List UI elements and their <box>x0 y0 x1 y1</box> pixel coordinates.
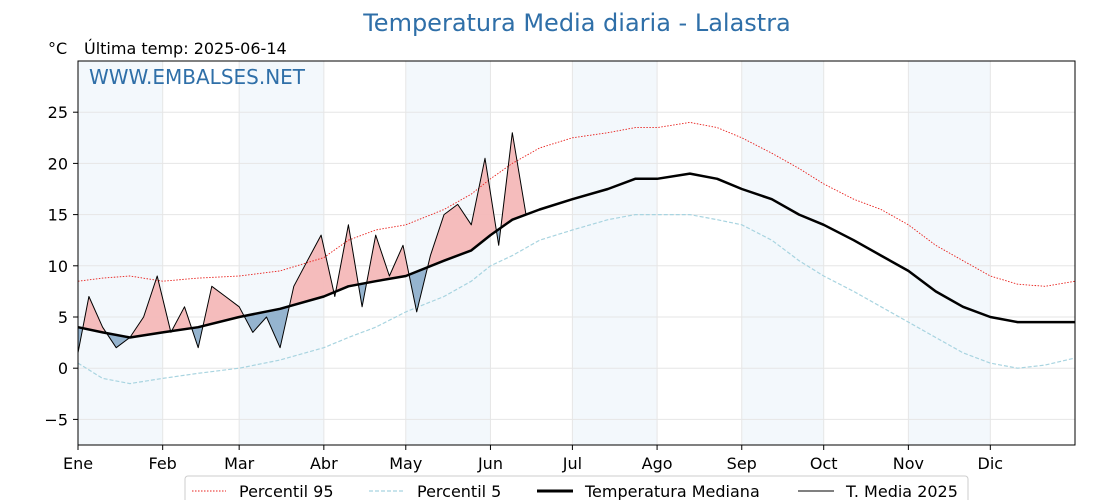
x-tick-label: Mar <box>224 454 255 473</box>
chart-title: Temperatura Media diaria - Lalastra <box>362 9 791 37</box>
unit-label: °C <box>48 39 67 58</box>
y-tick-label: 10 <box>48 257 68 276</box>
warm-anomaly-fill <box>202 286 244 330</box>
x-tick-label: Oct <box>810 454 838 473</box>
cold-anomaly-fill <box>191 326 203 348</box>
legend-label-median: Temperatura Mediana <box>584 482 760 500</box>
y-tick-label: −5 <box>44 410 68 429</box>
plot-frame <box>77 60 1076 446</box>
month-band <box>78 61 163 445</box>
y-axis: −5 0 5 10 15 20 25 <box>44 103 78 429</box>
warm-anomaly-fill <box>128 276 170 339</box>
cold-anomaly-fill <box>105 331 129 348</box>
x-axis: Ene Feb Mar Abr May Jun Jul Ago Sep Oct Nov Dic <box>63 445 1003 473</box>
current-year-line <box>77 132 527 353</box>
warm-anomaly-fill <box>82 296 106 333</box>
cold-anomaly-fill <box>243 306 289 348</box>
x-tick-label: Nov <box>893 454 924 473</box>
y-tick-label: 20 <box>48 154 68 173</box>
watermark: WWW.EMBALSES.NET <box>89 65 306 89</box>
x-tick-label: Jun <box>477 454 503 473</box>
month-band <box>239 61 324 445</box>
y-tick-label: 0 <box>58 359 68 378</box>
legend-label-p5: Percentil 5 <box>417 482 501 500</box>
x-tick-label: Abr <box>310 454 338 473</box>
cold-anomaly-fill <box>358 282 367 307</box>
series-lines <box>77 121 1076 385</box>
legend-label-2025: T. Media 2025 <box>845 482 958 500</box>
month-band <box>572 61 658 445</box>
warm-anomaly-fill <box>334 224 358 297</box>
x-tick-label: Dic <box>978 454 1004 473</box>
warm-anomaly-fill <box>366 235 409 286</box>
x-tick-label: Ago <box>642 454 673 473</box>
month-bands <box>78 61 991 445</box>
legend-label-p95: Percentil 95 <box>239 482 334 500</box>
p5-line <box>77 214 1076 385</box>
x-tick-label: Ene <box>63 454 93 473</box>
month-band <box>741 61 824 445</box>
p95-line <box>77 121 1076 287</box>
anomaly-fills <box>78 132 526 353</box>
warm-anomaly-fill <box>288 235 334 311</box>
x-tick-label: May <box>389 454 422 473</box>
warm-anomaly-fill <box>500 132 526 235</box>
y-tick-label: 15 <box>48 206 68 225</box>
y-tick-label: 5 <box>58 308 68 327</box>
last-temp-label: Última temp: 2025-06-14 <box>84 39 287 58</box>
y-tick-label: 25 <box>48 103 68 122</box>
x-tick-label: Sep <box>727 454 757 473</box>
x-tick-label: Feb <box>149 454 177 473</box>
legend-box <box>184 475 969 500</box>
legend: Percentil 95 Percentil 5 Temperatura Med… <box>184 475 969 500</box>
cold-anomaly-fill <box>408 267 427 312</box>
x-tick-label: Jul <box>562 454 582 473</box>
median-line <box>77 172 1075 339</box>
